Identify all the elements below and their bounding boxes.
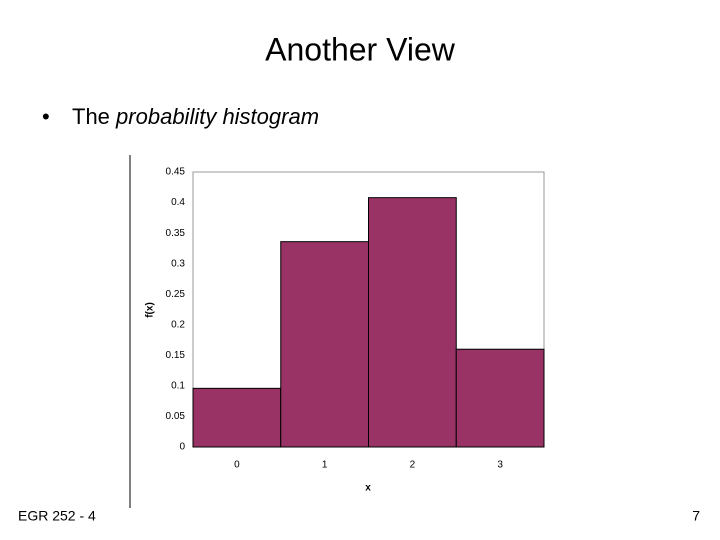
x-tick-label: 0 [234,460,240,471]
y-tick-label: 0.35 [166,228,186,239]
bar [455,348,545,448]
y-tick-label: 0.4 [171,197,185,208]
slide-title: Another View [265,31,456,67]
bar [280,241,369,448]
page-number: 7 [692,508,700,524]
y-tick-label: 0.45 [166,167,186,178]
bullet-italic: probability histogram [115,104,319,129]
x-tick-label: 2 [410,460,416,471]
x-tick-label: 3 [497,460,503,471]
bullet-symbol: • [42,104,50,129]
bullet-plain: The [72,104,110,129]
y-tick-label: 0.25 [166,289,186,300]
x-tick-label: 1 [322,460,328,471]
y-axis-label: f(x) [145,302,156,318]
y-tick-label: 0.3 [171,258,185,269]
bar [192,387,282,448]
y-tick-label: 0.1 [171,381,185,392]
y-tick-label: 0.15 [166,350,186,361]
y-tick-label: 0.2 [171,319,185,330]
footer: EGR 252 - 4 [18,508,96,524]
x-axis-label: x [365,483,371,494]
bar [368,197,457,448]
y-tick-label: 0.05 [166,411,186,422]
y-tick-label: 0 [179,442,185,453]
bullet-text: The probability histogram [72,104,319,129]
